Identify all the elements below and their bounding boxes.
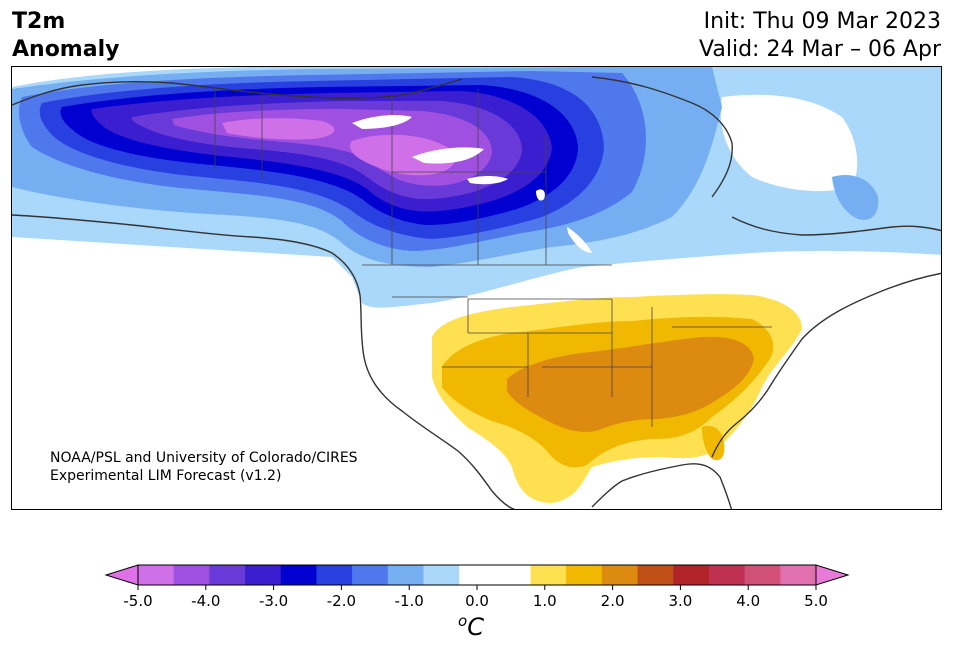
colorbar-cell xyxy=(530,565,567,585)
colorbar-tick-label: -5.0 xyxy=(123,592,152,610)
colorbar-tick-label: 3.0 xyxy=(668,592,692,610)
title-line-1: T2m xyxy=(12,9,66,34)
anomaly-magenta-2 xyxy=(350,134,455,176)
colorbar-tick-label: -1.0 xyxy=(395,592,424,610)
anomaly-magenta xyxy=(222,118,335,140)
colorbar-tick-label: -4.0 xyxy=(191,592,220,610)
init-date: Init: Thu 09 Mar 2023 xyxy=(703,9,941,34)
colorbar-cell xyxy=(780,565,817,585)
colorbar-cell xyxy=(352,565,389,585)
credit-text: NOAA/PSL and University of Colorado/CIRE… xyxy=(50,449,358,485)
colorbar-ticks: -5.0 -4.0 -3.0 -2.0 -1.0 0.0 1.0 2.0 3.0 4.0 5.0 xyxy=(123,585,828,610)
credit-line-2: Experimental LIM Forecast (v1.2) xyxy=(50,468,282,484)
forecast-dates: Init: Thu 09 Mar 2023 Valid: 24 Mar – 06… xyxy=(699,8,941,64)
colorbar-tick-label: 5.0 xyxy=(804,592,828,610)
colorbar-cell xyxy=(173,565,210,585)
colorbar-tick-label: 4.0 xyxy=(736,592,760,610)
colorbar-cell xyxy=(601,565,639,585)
map-panel: NOAA/PSL and University of Colorado/CIRE… xyxy=(11,66,942,510)
colorbar-cell xyxy=(637,565,674,585)
colorbar-cells xyxy=(138,565,817,585)
anomaly-white-northeast xyxy=(720,94,858,192)
title-line-2: Anomaly xyxy=(12,37,120,62)
colorbar-cell xyxy=(387,565,424,585)
lakes xyxy=(352,115,592,253)
colorbar-cell xyxy=(744,565,781,585)
colorbar-tick-label: 2.0 xyxy=(601,592,625,610)
coastlines xyxy=(12,76,941,509)
colorbar-under-arrow xyxy=(104,564,139,586)
colorbar-cell xyxy=(708,565,746,585)
credit-line-1: NOAA/PSL and University of Colorado/CIRE… xyxy=(50,450,358,466)
colorbar-unit: oC xyxy=(458,612,484,641)
anomaly-orange xyxy=(507,336,754,432)
borders xyxy=(214,87,772,427)
colorbar-cell xyxy=(673,565,710,585)
colorbar-cell xyxy=(245,565,282,585)
colorbar-tick-label: 0.0 xyxy=(465,592,489,610)
colorbar-cell xyxy=(138,565,175,585)
anomaly-blue-northeast xyxy=(832,175,879,220)
colorbar-over-arrow xyxy=(815,564,850,586)
colorbar-tick-label: -2.0 xyxy=(327,592,356,610)
colorbar-cell xyxy=(566,565,603,585)
unit-letter: C xyxy=(467,613,484,641)
colorbar-cell xyxy=(423,565,460,585)
valid-range: Valid: 24 Mar – 06 Apr xyxy=(699,37,941,62)
colorbar-tick-label: -3.0 xyxy=(259,592,288,610)
colorbar-tick-label: 1.0 xyxy=(533,592,557,610)
anomaly-gold-florida xyxy=(702,425,725,461)
colorbar-cell xyxy=(494,565,532,585)
anomaly-map xyxy=(12,67,941,509)
colorbar-cell xyxy=(316,565,353,585)
colorbar-cell xyxy=(459,565,496,585)
map-title: T2m Anomaly xyxy=(12,8,119,64)
colorbar-cell xyxy=(280,565,317,585)
colorbar-cell xyxy=(209,565,246,585)
unit-degree: o xyxy=(458,612,468,630)
